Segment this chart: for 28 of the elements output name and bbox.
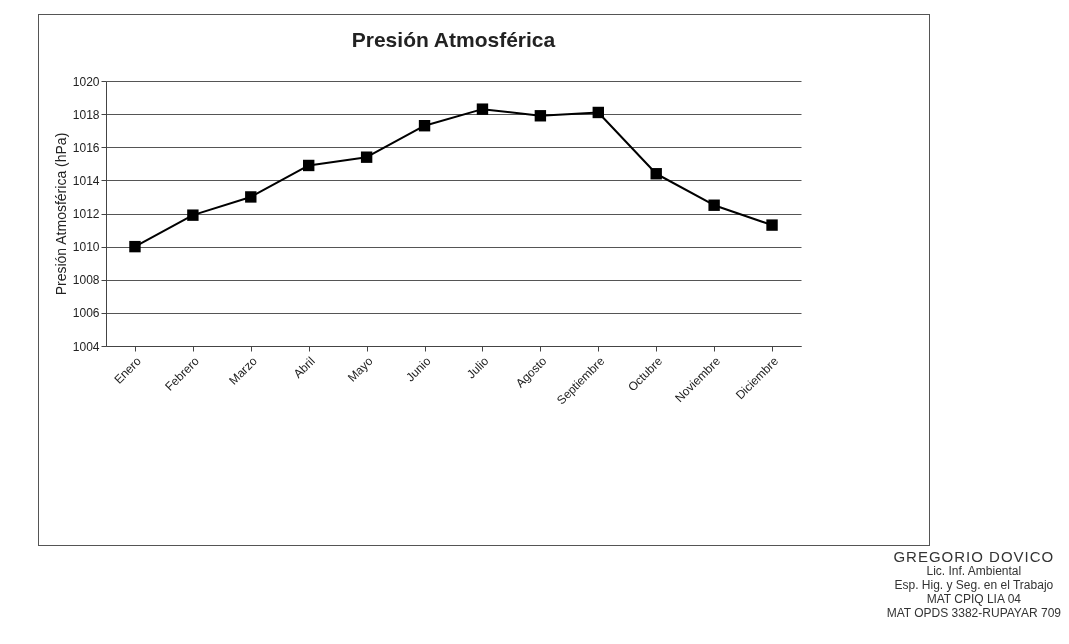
y-axis-title: Presión Atmosférica (hPa)	[52, 132, 69, 296]
point	[766, 219, 778, 231]
y-tick-label: 1018	[72, 107, 100, 122]
y-tick-label: 1010	[72, 240, 100, 255]
y-tick-label: 1006	[72, 306, 100, 321]
text: MAT CPIQ LIA 04	[925, 592, 1022, 606]
chart-title: Presión Atmosférica	[351, 28, 556, 51]
point	[534, 110, 547, 122]
point	[418, 120, 431, 132]
text: Lic. Inf. Ambiental	[925, 564, 1023, 578]
point	[129, 240, 141, 253]
point	[303, 159, 315, 172]
y-tick-label: 1014	[72, 173, 100, 188]
point	[360, 151, 373, 163]
text: MAT OPDS 3382-RUPAYAR 709	[886, 606, 1061, 620]
point	[650, 168, 662, 180]
point	[592, 106, 604, 119]
y-tick-label: 1004	[72, 339, 100, 354]
point	[476, 103, 489, 115]
y-tick-label: 1020	[72, 74, 100, 89]
text: GREGORIO DOVICO	[892, 548, 1056, 565]
y-tick-label: 1008	[72, 273, 100, 288]
point	[245, 191, 257, 203]
y-tick-label: 1012	[72, 207, 100, 221]
point	[708, 199, 720, 211]
point	[187, 209, 199, 221]
y-tick-label: 1016	[72, 140, 100, 155]
text: Esp. Hig. y Seg. en el Trabajo	[893, 578, 1055, 592]
